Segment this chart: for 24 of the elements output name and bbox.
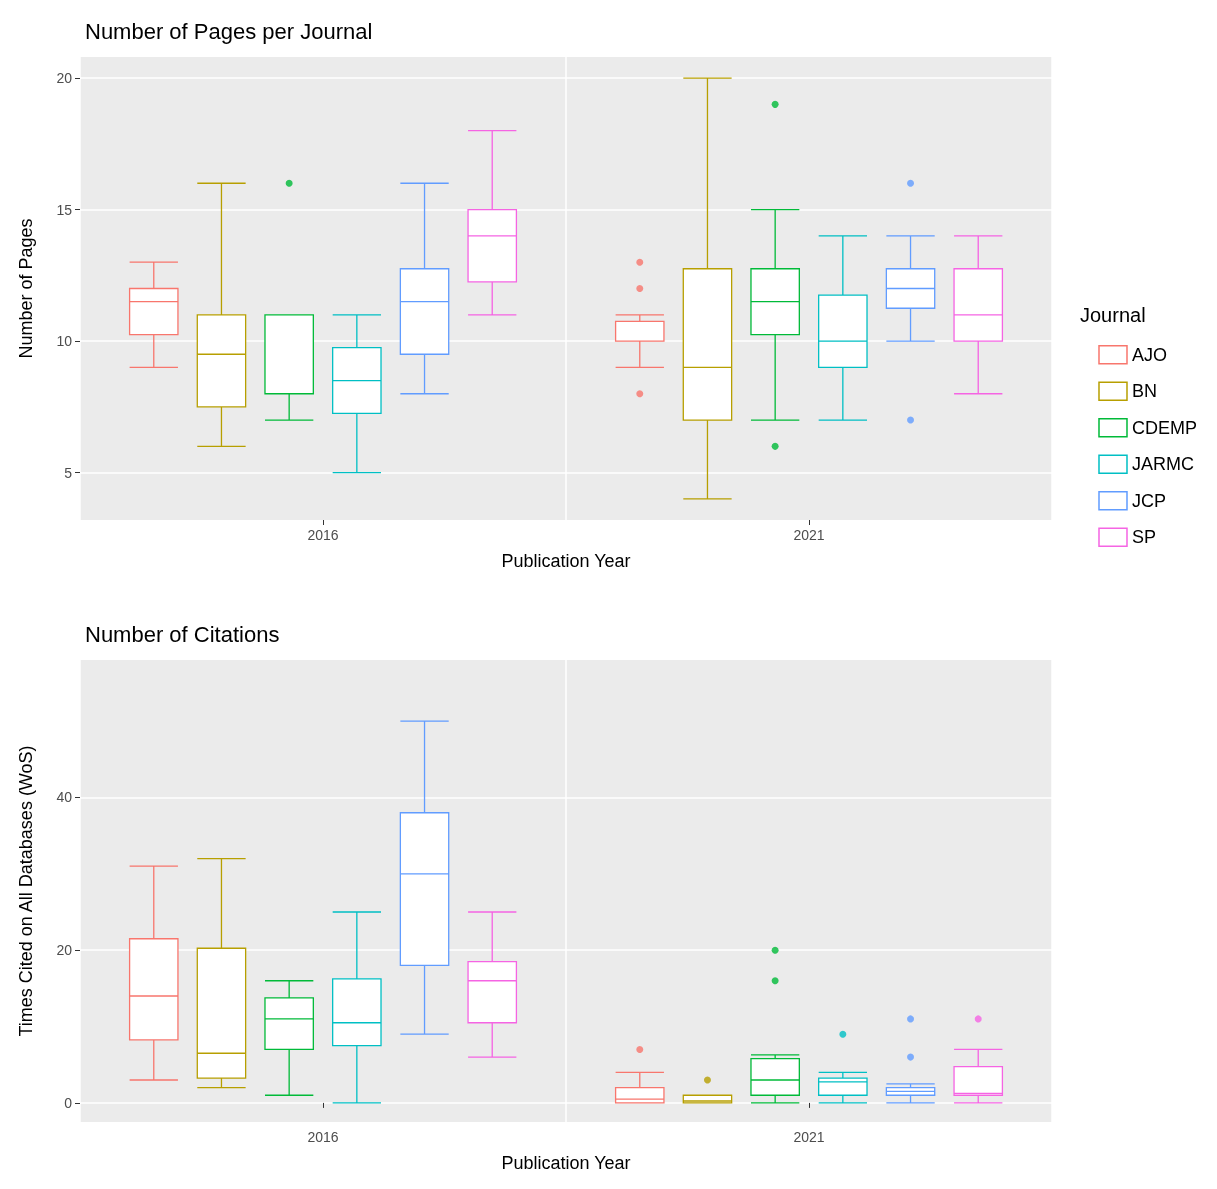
x-tick-label: 2021 xyxy=(793,527,825,543)
y-tick-label: 15 xyxy=(56,201,73,218)
chart-title: Number of Pages per Journal xyxy=(85,18,373,44)
chart-title: Number of Citations xyxy=(85,621,280,647)
y-tick-label: 10 xyxy=(56,333,73,350)
y-axis-title: Times Cited on All Databases (WoS) xyxy=(16,745,36,1037)
x-axis-title: Publication Year xyxy=(501,551,631,571)
legend-label: SP xyxy=(1132,527,1157,548)
legend-label: BN xyxy=(1132,381,1158,402)
y-tick-label: 0 xyxy=(64,1094,73,1111)
y-tick-label: 40 xyxy=(56,789,73,806)
x-tick-label: 2016 xyxy=(307,527,339,543)
y-tick-label: 5 xyxy=(64,464,73,481)
legend-label: JCP xyxy=(1132,490,1167,511)
legend-label: JARMC xyxy=(1132,454,1194,475)
x-axis-title: Publication Year xyxy=(501,1153,631,1173)
legend-title: Journal xyxy=(1080,304,1146,326)
y-tick-label: 20 xyxy=(56,70,73,87)
y-tick-label: 20 xyxy=(56,942,73,959)
legend-label: AJO xyxy=(1132,344,1168,365)
x-tick-label: 2021 xyxy=(793,1129,825,1145)
y-axis-title: Number of Pages xyxy=(16,218,36,359)
x-tick-label: 2016 xyxy=(307,1129,339,1145)
legend-label: CDEMP xyxy=(1132,417,1198,438)
